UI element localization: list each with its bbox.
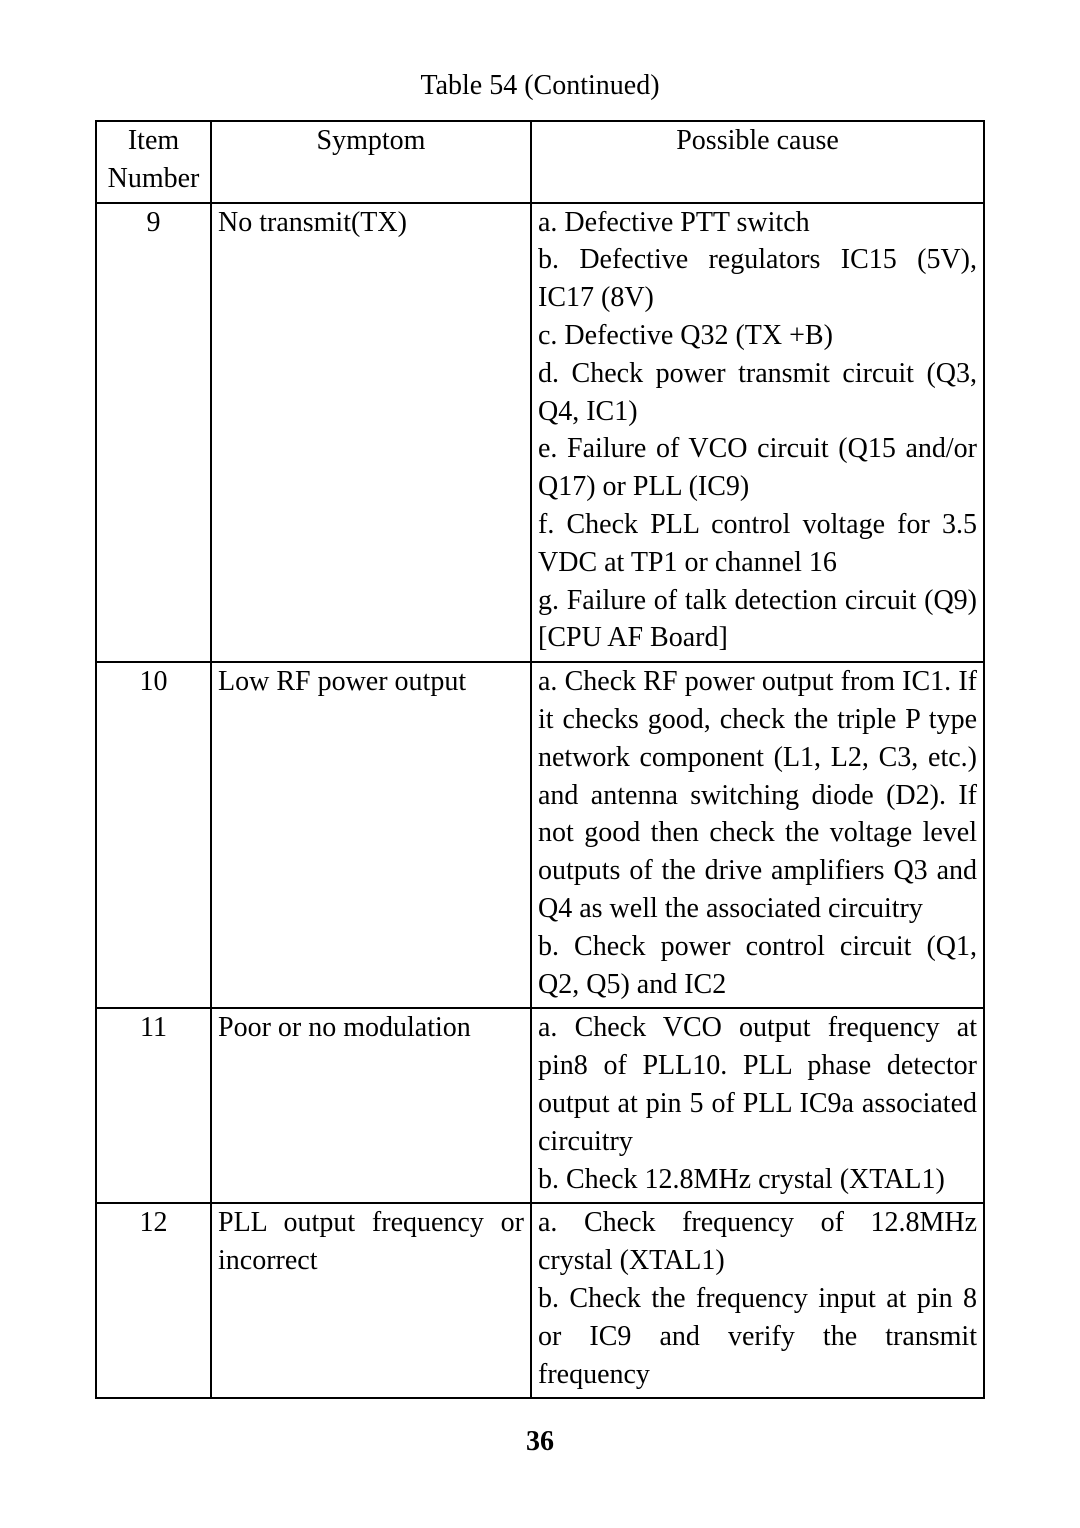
cell-item-number: 11 <box>96 1008 211 1203</box>
cell-cause: a. Defective PTT switch b. Defective reg… <box>531 203 984 663</box>
cause-line: b. Check 12.8MHz crystal (XTAL1) <box>538 1164 945 1195</box>
cell-symptom: No transmit(TX) <box>211 203 531 663</box>
cell-cause: a. Check RF power output from IC1. If it… <box>531 662 984 1008</box>
cause-line: a. Check RF power output from IC1. If it… <box>538 666 977 924</box>
cause-line: e. Failure of VCO circuit (Q15 and/or Q1… <box>538 433 977 502</box>
table-row: 10 Low RF power output a. Check RF power… <box>96 662 984 1008</box>
cause-line: d. Check power transmit circuit (Q3, Q4,… <box>538 358 977 427</box>
cell-symptom: Low RF power output <box>211 662 531 1008</box>
cause-line: a. Check frequency of 12.8MHz crystal (X… <box>538 1207 977 1276</box>
cell-item-number: 9 <box>96 203 211 663</box>
cause-line: a. Check VCO output frequency at pin8 of… <box>538 1012 977 1156</box>
header-item-text-2: Number <box>108 163 200 194</box>
header-cause: Possible cause <box>531 121 984 203</box>
table-row: 12 PLL output frequency or incorrect a. … <box>96 1203 984 1398</box>
cause-line: f. Check PLL control voltage for 3.5 VDC… <box>538 509 977 578</box>
table-header: Item Number Symptom Possible cause <box>96 121 984 203</box>
cell-cause: a. Check frequency of 12.8MHz crystal (X… <box>531 1203 984 1398</box>
header-item-text-1: Item <box>128 125 179 156</box>
cause-line: a. Defective PTT switch <box>538 207 810 238</box>
cell-symptom: Poor or no modulation <box>211 1008 531 1203</box>
cause-line: g. Failure of talk detection circuit (Q9… <box>538 585 977 654</box>
header-item-number: Item Number <box>96 121 211 203</box>
cell-symptom: PLL output frequency or incorrect <box>211 1203 531 1398</box>
table-row: 9 No transmit(TX) a. Defective PTT switc… <box>96 203 984 663</box>
header-symptom: Symptom <box>211 121 531 203</box>
troubleshooting-table: Item Number Symptom Possible cause 9 No … <box>95 120 985 1399</box>
cause-line: b. Check power control circuit (Q1, Q2, … <box>538 931 977 1000</box>
page-number: 36 <box>0 1426 1080 1458</box>
cell-item-number: 12 <box>96 1203 211 1398</box>
cell-item-number: 10 <box>96 662 211 1008</box>
page-container: Table 54 (Continued) Item Number Symptom… <box>0 0 1080 1528</box>
table-caption: Table 54 (Continued) <box>95 70 985 102</box>
cause-line: b. Check the frequency input at pin 8 or… <box>538 1283 977 1390</box>
cause-line: b. Defective regulators IC15 (5V), IC17 … <box>538 244 977 313</box>
cause-line: c. Defective Q32 (TX +B) <box>538 320 833 351</box>
table-row: 11 Poor or no modulation a. Check VCO ou… <box>96 1008 984 1203</box>
cell-cause: a. Check VCO output frequency at pin8 of… <box>531 1008 984 1203</box>
table-body: 9 No transmit(TX) a. Defective PTT switc… <box>96 203 984 1399</box>
